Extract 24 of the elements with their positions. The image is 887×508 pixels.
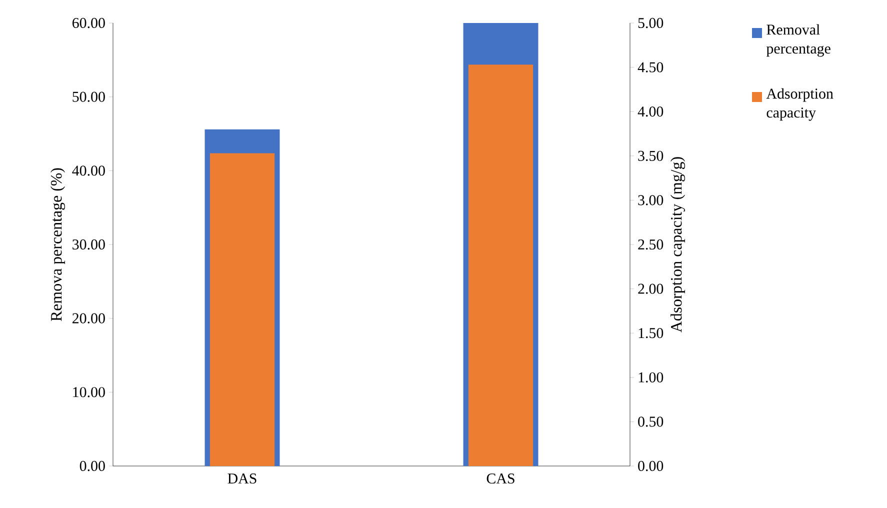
y2-tick-label: 0.00	[638, 460, 664, 472]
y2-tick-label: 5.00	[638, 18, 664, 28]
y2-tick-label: 2.50	[638, 239, 664, 250]
y-tick-label: 10.00	[73, 387, 105, 398]
y2-tick-label: 3.00	[638, 195, 664, 206]
y-axis-title: Remova percentage (%)	[50, 168, 66, 322]
y2-tick-label: 1.50	[638, 328, 664, 338]
y2-axis-title: Adsorption capacity (mg/g)	[670, 157, 686, 332]
y2-tick-label: 1.00	[638, 372, 664, 382]
x-tick-label: DAS	[228, 474, 256, 484]
y2-tick-label: 2.00	[638, 284, 664, 294]
y-tick-label: 50.00	[72, 92, 105, 102]
y2-tick-label: 0.50	[638, 416, 664, 427]
y2-tick-label: 4.00	[638, 106, 664, 117]
y2-tick-label: 3.50	[638, 150, 664, 161]
y-tick-label: 30.00	[72, 239, 105, 250]
y2-tick-label: 4.50	[638, 62, 664, 72]
y-tick-label: 20.00	[72, 313, 105, 324]
y-tick-label: 40.00	[72, 166, 105, 176]
y-tick-label: 60.00	[72, 18, 105, 28]
y-tick-label: 0.00	[80, 460, 105, 472]
x-tick-label: CAS	[486, 474, 514, 484]
legend-label: Removal percentage	[766, 24, 830, 57]
legend-label: Adsorption capacity	[766, 88, 834, 121]
